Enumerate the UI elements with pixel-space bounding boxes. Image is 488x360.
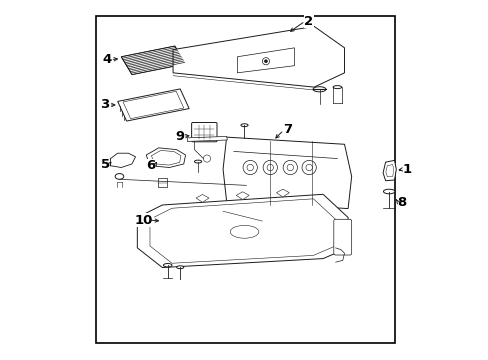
Polygon shape bbox=[118, 89, 189, 121]
Text: 10: 10 bbox=[134, 213, 153, 226]
Text: 4: 4 bbox=[102, 53, 111, 66]
Polygon shape bbox=[382, 160, 395, 181]
Polygon shape bbox=[196, 194, 208, 202]
Polygon shape bbox=[276, 189, 289, 197]
Ellipse shape bbox=[115, 174, 123, 179]
Text: 9: 9 bbox=[175, 130, 183, 143]
Ellipse shape bbox=[241, 124, 247, 127]
FancyBboxPatch shape bbox=[191, 122, 217, 142]
FancyBboxPatch shape bbox=[333, 219, 351, 255]
Polygon shape bbox=[237, 48, 294, 73]
Polygon shape bbox=[223, 137, 351, 208]
Polygon shape bbox=[121, 46, 185, 75]
Circle shape bbox=[286, 164, 293, 171]
Circle shape bbox=[243, 160, 257, 175]
Ellipse shape bbox=[230, 225, 258, 238]
Circle shape bbox=[246, 164, 253, 171]
Bar bbox=[158, 178, 166, 187]
Text: 3: 3 bbox=[101, 99, 110, 112]
Circle shape bbox=[283, 160, 297, 175]
Polygon shape bbox=[187, 136, 227, 141]
Text: 5: 5 bbox=[101, 158, 109, 171]
Circle shape bbox=[203, 155, 210, 162]
Text: 8: 8 bbox=[396, 195, 406, 209]
Polygon shape bbox=[110, 153, 135, 167]
Ellipse shape bbox=[194, 160, 201, 163]
Text: 7: 7 bbox=[282, 123, 291, 136]
Ellipse shape bbox=[332, 86, 341, 89]
Circle shape bbox=[264, 60, 267, 63]
Polygon shape bbox=[137, 194, 347, 267]
Polygon shape bbox=[236, 192, 248, 200]
Circle shape bbox=[263, 160, 277, 175]
Text: 6: 6 bbox=[146, 159, 155, 172]
Polygon shape bbox=[146, 148, 185, 167]
Ellipse shape bbox=[163, 264, 172, 267]
Ellipse shape bbox=[176, 266, 183, 269]
Bar bbox=[96, 16, 394, 342]
Text: 2: 2 bbox=[304, 14, 313, 27]
Ellipse shape bbox=[383, 189, 394, 194]
Circle shape bbox=[266, 164, 273, 171]
Circle shape bbox=[305, 164, 312, 171]
Polygon shape bbox=[173, 26, 344, 87]
Circle shape bbox=[302, 160, 316, 175]
Circle shape bbox=[262, 58, 269, 65]
Ellipse shape bbox=[312, 87, 325, 92]
Text: 1: 1 bbox=[402, 163, 411, 176]
